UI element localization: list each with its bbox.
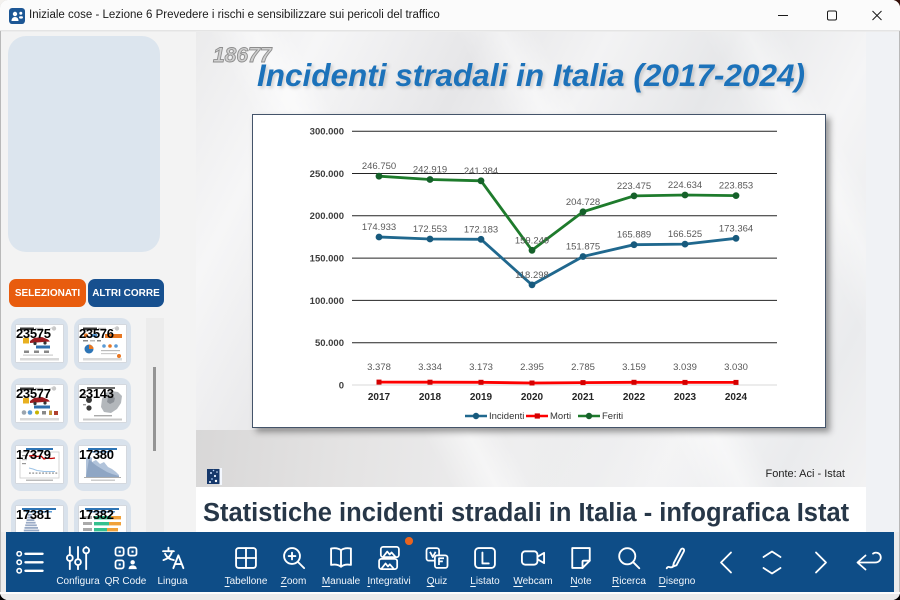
svg-text:172.553: 172.553 xyxy=(413,224,447,235)
svg-text:223.853: 223.853 xyxy=(719,181,753,192)
svg-text:165.889: 165.889 xyxy=(617,230,651,241)
svg-text:159.249: 159.249 xyxy=(515,235,549,246)
svg-text:166.525: 166.525 xyxy=(668,229,702,240)
svg-text:246.750: 246.750 xyxy=(362,161,396,172)
svg-text:2023: 2023 xyxy=(674,392,697,403)
svg-text:2020: 2020 xyxy=(521,392,544,403)
svg-text:250.000: 250.000 xyxy=(310,169,344,180)
svg-text:0: 0 xyxy=(339,380,344,391)
svg-text:151.875: 151.875 xyxy=(566,242,600,253)
svg-text:2.785: 2.785 xyxy=(571,362,595,373)
svg-text:Morti: Morti xyxy=(550,411,571,422)
svg-text:3.039: 3.039 xyxy=(673,362,697,373)
svg-text:2022: 2022 xyxy=(623,392,646,403)
svg-text:2021: 2021 xyxy=(572,392,595,403)
svg-text:Feriti: Feriti xyxy=(602,411,623,422)
svg-text:100.000: 100.000 xyxy=(310,296,344,307)
svg-text:174.933: 174.933 xyxy=(362,222,396,233)
svg-text:2018: 2018 xyxy=(419,392,442,403)
svg-text:204.728: 204.728 xyxy=(566,197,600,208)
svg-text:242.919: 242.919 xyxy=(413,165,447,176)
svg-text:50.000: 50.000 xyxy=(315,338,344,349)
svg-text:3.378: 3.378 xyxy=(367,362,391,373)
svg-text:172.183: 172.183 xyxy=(464,224,498,235)
svg-text:Incidenti: Incidenti xyxy=(489,411,524,422)
svg-text:200.000: 200.000 xyxy=(310,211,344,222)
svg-text:3.334: 3.334 xyxy=(418,362,442,373)
svg-text:241.384: 241.384 xyxy=(464,166,498,177)
svg-text:3.159: 3.159 xyxy=(622,362,646,373)
svg-text:224.634: 224.634 xyxy=(668,180,702,191)
svg-text:3.173: 3.173 xyxy=(469,362,493,373)
svg-text:300.000: 300.000 xyxy=(310,127,344,138)
svg-text:173.364: 173.364 xyxy=(719,223,753,234)
svg-text:2024: 2024 xyxy=(725,392,748,403)
svg-text:150.000: 150.000 xyxy=(310,254,344,265)
svg-text:118.298: 118.298 xyxy=(515,270,549,281)
svg-text:223.475: 223.475 xyxy=(617,181,651,192)
svg-text:2017: 2017 xyxy=(368,392,391,403)
svg-text:2019: 2019 xyxy=(470,392,493,403)
svg-text:2.395: 2.395 xyxy=(520,362,544,373)
svg-text:3.030: 3.030 xyxy=(724,362,748,373)
